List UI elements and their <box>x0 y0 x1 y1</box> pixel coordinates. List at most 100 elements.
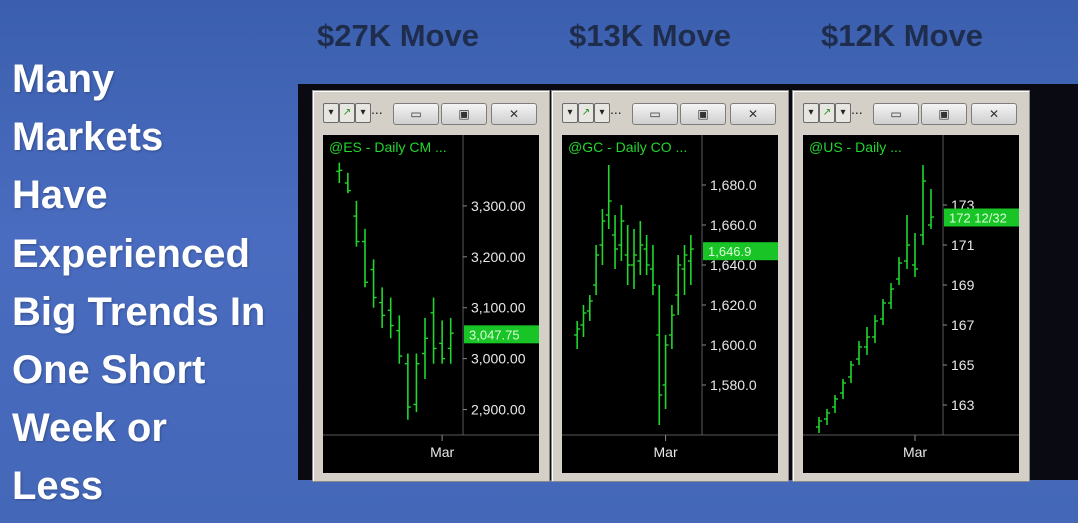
y-tick-label: 169 <box>951 277 975 293</box>
y-tick-label: 171 <box>951 237 975 253</box>
ohlc-bar <box>920 165 926 245</box>
ohlc-bar <box>430 297 437 364</box>
ohlc-bar <box>832 395 838 413</box>
ohlc-bar <box>687 235 694 285</box>
chart-window-us[interactable]: ▾ ↗ ▾ ... ▭ ▣ ✕ 173 171 169 167 165 163 172 12… <box>792 90 1030 482</box>
last-price-box <box>944 208 1019 227</box>
chart-window-icon[interactable]: ▾ <box>835 103 851 123</box>
maximize-icon[interactable]: ▣ <box>680 103 726 125</box>
chart-window-icon[interactable]: ↗ <box>819 103 835 123</box>
chart-window-icon[interactable]: ▾ <box>355 103 371 123</box>
ohlc-bar <box>618 205 625 261</box>
chart-window-es[interactable]: ▾ ↗ ▾ ... ▭ ▣ ✕ 3,300.00 3,200.00 3,100.00… <box>312 90 550 482</box>
chart-plot[interactable]: 173 171 169 167 165 163 172 12/32 Mar @US - Dail… <box>803 135 1019 473</box>
chart-window-icon[interactable]: ▾ <box>803 103 819 123</box>
y-tick-label: 165 <box>951 357 975 373</box>
last-price-label: 3,047.75 <box>469 327 520 342</box>
ohlc-bar <box>344 172 351 194</box>
move-title-us: $12K Move <box>821 18 983 53</box>
headline-line: One Short <box>12 348 206 393</box>
ohlc-bar <box>848 361 854 383</box>
ohlc-bar <box>864 327 870 355</box>
window-menu-dots[interactable]: ... <box>371 101 383 117</box>
last-price-label: 172 12/32 <box>949 211 1007 226</box>
ohlc-bar <box>912 233 918 277</box>
ohlc-bar <box>362 228 368 288</box>
window-menu-dots[interactable]: ... <box>851 101 863 117</box>
y-tick-label: 3,100.00 <box>471 300 526 316</box>
x-tick-label: Mar <box>430 444 454 460</box>
ohlc-bar <box>904 215 910 269</box>
chart-window-icon[interactable]: ▾ <box>323 103 339 123</box>
ohlc-bar <box>379 287 386 329</box>
ohlc-chart: 1,680.0 1,660.0 1,640.0 1,620.0 1,600.0 1,580… <box>562 135 778 460</box>
ohlc-bar <box>880 299 886 325</box>
x-tick-label: Mar <box>903 444 927 460</box>
ohlc-bar <box>605 165 612 229</box>
window-menu-dots[interactable]: ... <box>610 101 622 117</box>
minimize-icon[interactable]: ▭ <box>393 103 439 125</box>
ohlc-bar <box>370 259 377 308</box>
symbol-label: @ES - Daily CM ... <box>329 139 447 155</box>
close-icon[interactable]: ✕ <box>971 103 1017 125</box>
ohlc-bar <box>353 200 360 247</box>
ohlc-bar <box>413 353 420 413</box>
ohlc-bar <box>656 285 663 425</box>
ohlc-bar <box>631 229 637 289</box>
ohlc-bar <box>840 379 846 399</box>
chart-window-icon[interactable]: ↗ <box>578 103 594 123</box>
ohlc-bar <box>816 417 822 433</box>
ohlc-bar <box>612 215 619 269</box>
ohlc-bar <box>396 315 403 364</box>
y-tick-label: 1,660.0 <box>710 217 757 233</box>
y-tick-label: 1,600.0 <box>710 337 757 353</box>
y-tick-label: 1,580.0 <box>710 377 757 393</box>
headline-line: Experienced <box>12 231 250 276</box>
chart-window-gc[interactable]: ▾ ↗ ▾ ... ▭ ▣ ✕ 1,680.0 1,660.0 1,640.0 1,6… <box>551 90 789 482</box>
headline-line: Less <box>12 464 104 509</box>
symbol-label: @GC - Daily CO ... <box>568 139 688 155</box>
window-titlebar[interactable]: ▾ ↗ ▾ ... ▭ ▣ ✕ <box>313 91 549 131</box>
maximize-icon[interactable]: ▣ <box>921 103 967 125</box>
last-price-box <box>703 242 778 261</box>
ohlc-bar <box>888 283 894 309</box>
minimize-icon[interactable]: ▭ <box>873 103 919 125</box>
ohlc-bar <box>896 257 902 285</box>
chart-window-icon[interactable]: ▾ <box>594 103 610 123</box>
window-titlebar[interactable]: ▾ ↗ ▾ ... ▭ ▣ ✕ <box>793 91 1029 131</box>
chart-plot[interactable]: 1,680.0 1,660.0 1,640.0 1,620.0 1,600.0 1,580… <box>562 135 778 473</box>
ohlc-bar <box>675 255 682 315</box>
ohlc-bar <box>681 245 688 295</box>
ohlc-bar <box>404 353 411 420</box>
ohlc-bar <box>824 409 830 425</box>
headline: Many Markets Have Experienced Big Trends… <box>12 50 292 516</box>
chart-window-icon[interactable]: ↗ <box>339 103 355 123</box>
ohlc-bar <box>580 305 587 337</box>
ohlc-bar <box>624 225 631 285</box>
last-price-box <box>464 325 539 344</box>
minimize-icon[interactable]: ▭ <box>632 103 678 125</box>
headline-line: Big Trends In <box>12 289 266 334</box>
chart-window-icon[interactable]: ▾ <box>562 103 578 123</box>
y-tick-label: 2,900.00 <box>471 402 526 418</box>
ohlc-bar <box>637 221 644 275</box>
chart-plot[interactable]: 3,300.00 3,200.00 3,100.00 3,000.00 2,900.00… <box>323 135 539 473</box>
ohlc-bar <box>586 295 593 321</box>
headline-line: Many <box>12 57 115 101</box>
y-tick-label: 3,000.00 <box>471 351 526 367</box>
ohlc-bar <box>856 341 862 365</box>
y-tick-label: 3,200.00 <box>471 249 526 265</box>
y-tick-label: 3,300.00 <box>471 198 526 214</box>
move-title-es: $27K Move <box>317 18 479 53</box>
window-titlebar[interactable]: ▾ ↗ ▾ ... ▭ ▣ ✕ <box>552 91 788 131</box>
ohlc-bar <box>643 235 650 275</box>
y-tick-label: 163 <box>951 397 975 413</box>
last-price-label: 1,646.9 <box>708 244 751 259</box>
close-icon[interactable]: ✕ <box>730 103 776 125</box>
ohlc-bar <box>422 317 428 379</box>
ohlc-bar <box>336 162 343 183</box>
ohlc-bar <box>872 315 878 343</box>
maximize-icon[interactable]: ▣ <box>441 103 487 125</box>
close-icon[interactable]: ✕ <box>491 103 537 125</box>
